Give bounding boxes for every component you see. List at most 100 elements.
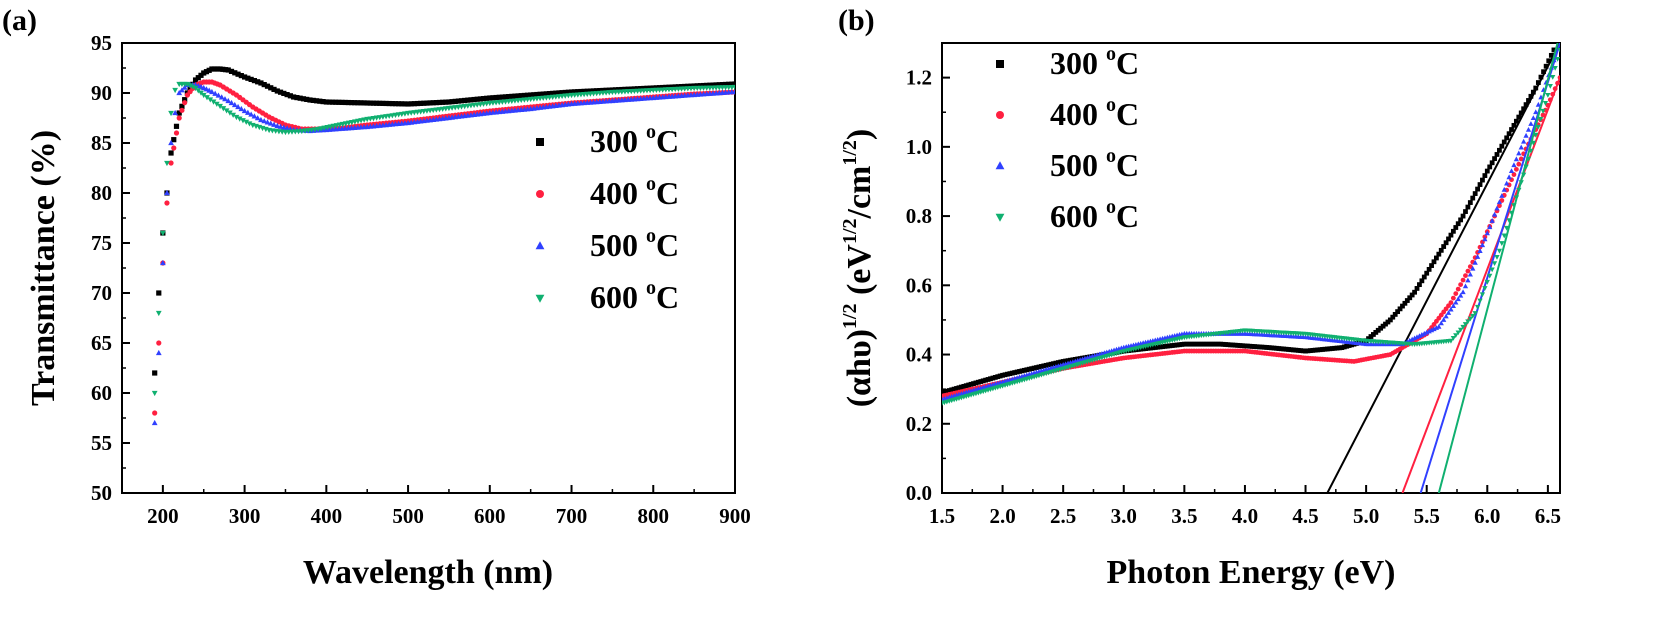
data-point: [1489, 218, 1495, 223]
x-tick-label: 5.5: [1414, 504, 1440, 528]
data-point: [1492, 156, 1497, 162]
data-point: [1550, 75, 1556, 80]
data-point: [411, 101, 417, 107]
legend-label: 300 oC: [590, 121, 679, 159]
data-point: [1489, 267, 1495, 273]
data-point: [1541, 69, 1546, 75]
data-point: [449, 99, 455, 105]
data-point: [1012, 370, 1018, 375]
data-point: [1055, 360, 1061, 365]
data-point: [1375, 327, 1381, 333]
data-point: [1513, 166, 1519, 172]
data-point: [1463, 209, 1468, 214]
data-point: [1448, 338, 1454, 344]
data-point: [222, 96, 228, 102]
data-point: [1223, 342, 1228, 347]
data-point: [1458, 217, 1464, 223]
data-point: [245, 75, 251, 81]
data-point: [1424, 270, 1430, 276]
data-point: [1530, 115, 1536, 121]
data-point: [1211, 341, 1216, 347]
data-point: [1368, 334, 1374, 339]
data-point: [243, 119, 250, 125]
data-point: [254, 115, 261, 121]
legend-marker: [535, 241, 545, 250]
data-point: [1228, 342, 1233, 348]
data-point: [1443, 240, 1449, 246]
data-point: [1518, 110, 1524, 116]
data-point: [408, 101, 414, 107]
x-tick-label: 3.5: [1171, 504, 1197, 528]
data-point: [1264, 345, 1270, 350]
panel-b-y-title-sup1: 1/2: [839, 304, 861, 330]
data-point: [1467, 264, 1473, 270]
data-point: [189, 84, 196, 90]
data-point: [1482, 173, 1488, 178]
data-point: [1303, 348, 1308, 354]
data-point: [1453, 299, 1459, 305]
data-point: [374, 100, 380, 106]
data-point: [235, 71, 241, 77]
series-300: [152, 66, 735, 376]
data-point: [575, 89, 581, 95]
data-point: [1504, 180, 1510, 186]
panel-a-axes: 200 300 400 500 600 700 800 900 50 55 60 65 70 75 80 85…: [91, 31, 751, 528]
data-point: [1542, 100, 1549, 106]
data-point: [1474, 304, 1481, 310]
data-point: [176, 89, 183, 96]
data-point: [710, 82, 716, 88]
legend-marker: [995, 213, 1005, 222]
data-point: [1164, 343, 1170, 349]
data-point: [1537, 116, 1544, 122]
data-point: [179, 107, 185, 113]
data-point: [983, 377, 989, 383]
data-point: [1528, 93, 1534, 99]
data-point: [1276, 346, 1282, 351]
panel-b-y-title-sup3: 1/2: [839, 140, 861, 166]
data-point: [164, 200, 170, 206]
data-point: [1443, 313, 1449, 319]
data-point: [294, 95, 300, 101]
data-point: [1235, 342, 1241, 348]
panel-b-y-title-end: ): [841, 129, 878, 140]
data-point: [1458, 282, 1464, 288]
panel-a-label: (a): [2, 4, 37, 37]
x-tick-label: 2.5: [1050, 504, 1076, 528]
data-point: [980, 378, 986, 384]
data-point: [355, 100, 361, 106]
data-point: [281, 90, 287, 96]
data-point: [1462, 283, 1469, 289]
data-point: [152, 370, 158, 376]
data-point: [389, 101, 395, 107]
data-point: [274, 122, 281, 129]
data-point: [1450, 303, 1457, 308]
data-point: [1203, 341, 1209, 347]
data-point: [217, 66, 223, 72]
series-300: [942, 43, 1560, 493]
data-point: [1162, 343, 1168, 349]
data-point: [156, 340, 162, 346]
data-point: [540, 91, 546, 97]
x-tick-label: 500: [392, 504, 424, 528]
data-point: [1543, 63, 1549, 69]
data-point: [971, 381, 976, 387]
data-point: [1167, 343, 1173, 349]
data-point: [587, 88, 593, 94]
data-point: [1160, 344, 1165, 350]
data-point: [1266, 345, 1272, 351]
data-point: [213, 101, 220, 107]
data-point: [474, 96, 480, 102]
data-point: [1501, 139, 1507, 145]
data-point: [203, 69, 210, 75]
data-point: [339, 99, 345, 105]
data-point: [1179, 342, 1185, 347]
y-tick-label: 90: [91, 81, 112, 105]
data-point: [212, 90, 219, 96]
data-point: [1007, 371, 1013, 377]
data-point: [1463, 273, 1468, 279]
data-point: [1387, 317, 1393, 323]
data-point: [1467, 271, 1473, 277]
data-point: [207, 97, 214, 103]
data-point: [1540, 108, 1546, 114]
